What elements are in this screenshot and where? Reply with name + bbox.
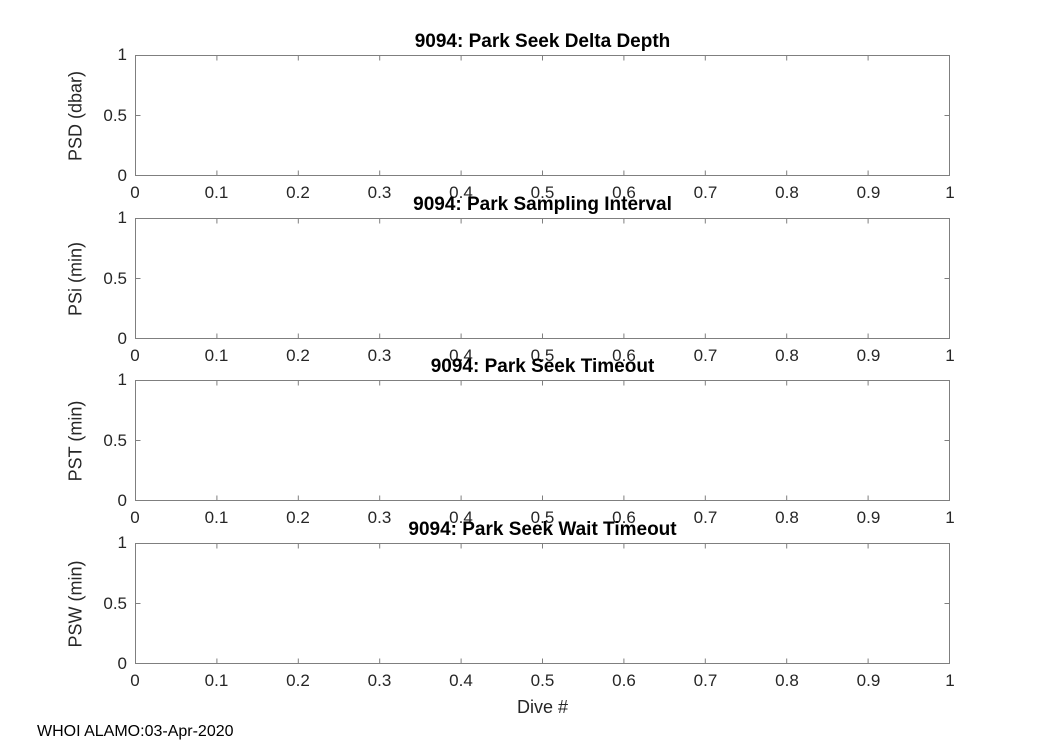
x-tick-label: 1 [945,671,955,690]
x-tick-label: 0.8 [775,671,799,690]
x-tick-label: 0.5 [530,671,555,690]
y-tick-label: 0 [117,491,127,510]
x-tick-label: 0 [130,671,140,690]
x-tick-label: 0.6 [612,508,636,527]
y-tick-label: 1 [117,45,127,64]
y-tick-label: 1 [117,370,127,389]
axes-box [135,380,950,501]
plot-area [135,55,950,176]
x-axis-label: Dive # [516,697,569,717]
x-tick-label: 1 [945,346,955,365]
x-tick-label: 0.6 [612,183,636,202]
y-tick-label: 0.5 [103,593,127,613]
x-tick-label: 0.2 [286,508,310,527]
x-tick-label: 0.3 [367,671,392,690]
x-tick-label: 0.1 [204,671,229,690]
subplot-title: 9094: Park Seek Wait Timeout [408,519,677,540]
x-tick-label: 0.4 [449,671,473,690]
y-tick-label: 0 [117,654,127,673]
x-tick-label: 1 [945,508,955,527]
axes-box [135,543,950,664]
y-tick-label: 1 [117,533,127,552]
y-tick-label: 0.5 [103,268,127,288]
x-tick-label: 0.3 [367,508,392,527]
x-tick-label: 0.8 [775,183,799,202]
axes-box [135,218,950,339]
x-tick-label: 0.1 [204,183,229,202]
subplot-title: 9094: Park Sampling Interval [413,194,672,215]
x-tick-label: 0.8 [775,508,799,527]
x-tick-label: 0.4 [449,346,473,365]
subplot-title: 9094: Park Seek Delta Depth [414,31,671,52]
plot-area [135,218,950,339]
x-tick-label: 0.9 [856,508,881,527]
x-tick-label: 0.1 [204,508,229,527]
y-tick-label: 1 [117,208,127,227]
x-tick-label: 0.9 [856,346,881,365]
footer-text: WHOI ALAMO:03-Apr-2020 [37,723,234,740]
x-tick-label: 0.9 [856,671,881,690]
y-tick-label: 0 [117,329,127,348]
plot-area [135,543,950,664]
x-tick-label: 0.2 [286,671,310,690]
x-tick-label: 0.7 [693,346,718,365]
x-tick-label: 0.3 [367,346,392,365]
x-tick-label: 0.2 [286,183,310,202]
plot-area [135,380,950,501]
x-tick-label: 0.5 [530,346,555,365]
x-tick-label: 0.6 [612,671,636,690]
x-tick-label: 0.7 [693,508,718,527]
y-tick-label: 0.5 [103,105,127,125]
y-tick-label: 0 [117,166,127,185]
x-tick-label: 0.9 [856,183,881,202]
x-tick-label: 0 [130,508,140,527]
x-tick-label: 0.4 [449,183,473,202]
x-tick-label: 0.5 [530,508,555,527]
y-tick-label: 0.5 [103,430,127,450]
x-tick-label: 0.2 [286,346,310,365]
x-tick-label: 0.4 [449,508,473,527]
x-tick-label: 0 [130,346,140,365]
x-tick-label: 0.1 [204,346,229,365]
x-tick-label: 1 [945,183,955,202]
x-tick-label: 0 [130,183,140,202]
x-tick-label: 0.7 [693,183,718,202]
x-tick-label: 0.6 [612,346,636,365]
x-tick-label: 0.8 [775,346,799,365]
x-tick-label: 0.7 [693,671,718,690]
x-tick-label: 0.5 [530,183,555,202]
axes-box [135,55,950,176]
subplot-title: 9094: Park Seek Timeout [430,356,655,377]
x-tick-label: 0.3 [367,183,392,202]
